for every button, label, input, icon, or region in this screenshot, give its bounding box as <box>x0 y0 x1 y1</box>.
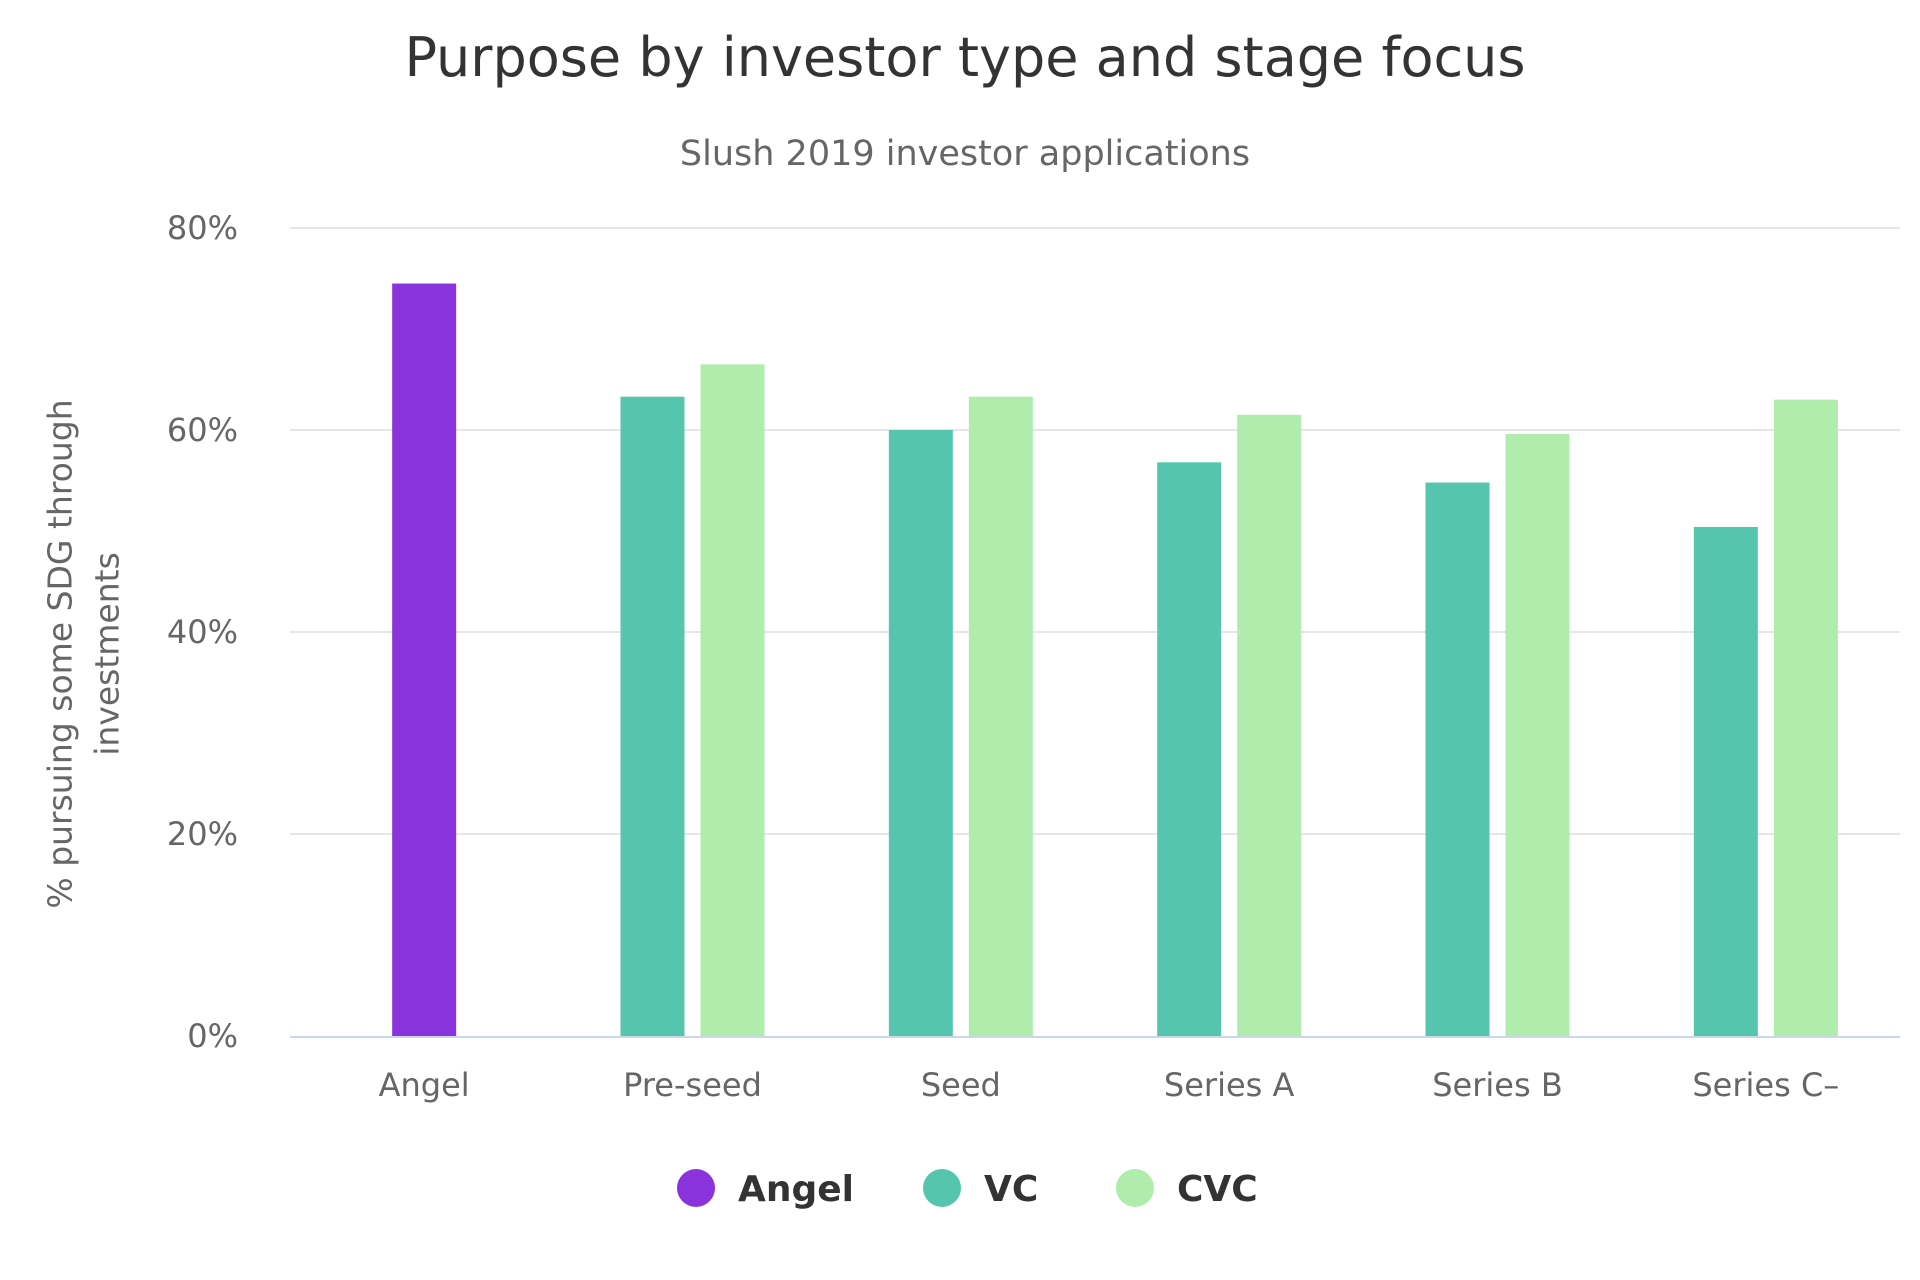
bar-cvc-seed <box>968 396 1033 1036</box>
bar-cvc-series-c <box>1773 399 1838 1036</box>
y-tick-label-20: 20% <box>167 815 238 853</box>
y-axis-ticks: 0% 20% 40% 60% 80% <box>167 209 238 1055</box>
legend-label-cvc: CVC <box>1177 1169 1258 1210</box>
x-tick-label-series-c: Series C– <box>1692 1066 1839 1104</box>
legend-label-angel: Angel <box>738 1169 854 1210</box>
grid-lines <box>290 227 1900 835</box>
bar-cvc-series-a <box>1237 414 1302 1037</box>
x-tick-label-angel: Angel <box>379 1066 470 1104</box>
bars <box>392 283 1838 1037</box>
chart-title: Purpose by investor type and stage focus <box>404 26 1525 89</box>
legend-item-angel[interactable]: Angel <box>677 1169 854 1210</box>
x-tick-label-seed: Seed <box>921 1066 1001 1104</box>
x-tick-label-series-b: Series B <box>1432 1066 1563 1104</box>
bar-cvc-pre-seed <box>700 364 765 1037</box>
legend-item-vc[interactable]: VC <box>923 1169 1038 1210</box>
y-tick-label-80: 80% <box>167 209 238 247</box>
legend-item-cvc[interactable]: CVC <box>1116 1169 1258 1210</box>
y-axis-label: % pursuing some SDG through investments <box>41 399 127 908</box>
legend-marker-vc <box>923 1169 961 1207</box>
x-tick-label-series-a: Series A <box>1164 1066 1295 1104</box>
legend-marker-angel <box>677 1169 715 1207</box>
chart-subtitle: Slush 2019 investor applications <box>680 134 1250 174</box>
y-axis-title-line-1: % pursuing some SDG through <box>41 399 80 908</box>
bar-vc-seed <box>888 430 953 1036</box>
legend-marker-cvc <box>1116 1169 1154 1207</box>
bar-cvc-series-b <box>1505 434 1570 1036</box>
y-tick-label-0: 0% <box>187 1017 238 1055</box>
bar-vc-series-c <box>1693 526 1758 1036</box>
bar-angel-angel <box>392 283 457 1036</box>
bar-vc-pre-seed <box>620 396 685 1036</box>
legend-label-vc: VC <box>984 1169 1038 1210</box>
bar-vc-series-a <box>1157 462 1222 1036</box>
y-tick-label-60: 60% <box>167 411 238 449</box>
y-tick-label-40: 40% <box>167 613 238 651</box>
x-tick-label-pre-seed: Pre-seed <box>623 1066 762 1104</box>
x-axis-ticks: Angel Pre-seed Seed Series A Series B Series … <box>379 1066 1840 1104</box>
y-axis-title: % pursuing some SDG through investments <box>41 399 127 908</box>
legend: Angel VC CVC <box>677 1169 1258 1210</box>
y-axis-title-line-2: investments <box>88 552 127 756</box>
bar-vc-series-b <box>1425 482 1490 1036</box>
